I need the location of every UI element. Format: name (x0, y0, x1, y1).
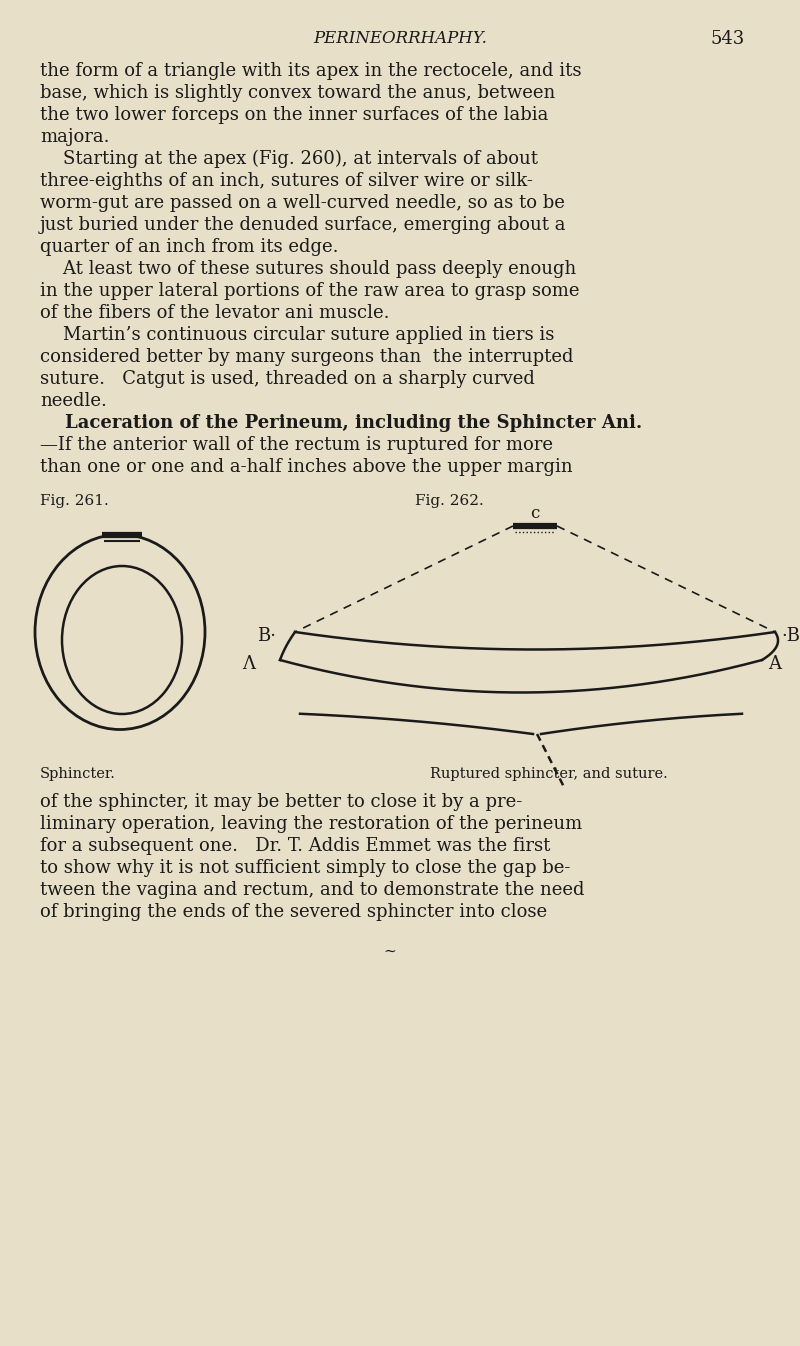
Text: B·: B· (257, 627, 276, 645)
Text: the form of a triangle with its apex in the rectocele, and its: the form of a triangle with its apex in … (40, 62, 582, 79)
Text: suture.   Catgut is used, threaded on a sharply curved: suture. Catgut is used, threaded on a sh… (40, 370, 535, 388)
Text: ∼: ∼ (384, 945, 396, 958)
Text: to show why it is not sufficient simply to close the gap be-: to show why it is not sufficient simply … (40, 859, 570, 878)
Text: the two lower forceps on the inner surfaces of the labia: the two lower forceps on the inner surfa… (40, 106, 548, 124)
Text: Fig. 261.: Fig. 261. (40, 494, 109, 507)
Text: Fig. 262.: Fig. 262. (415, 494, 484, 507)
Text: Λ: Λ (242, 656, 255, 673)
Text: Ruptured sphincter, and suture.: Ruptured sphincter, and suture. (430, 767, 668, 781)
Text: ·B: ·B (781, 627, 800, 645)
Text: c: c (530, 505, 540, 522)
Text: —If the anterior wall of the rectum is ruptured for more: —If the anterior wall of the rectum is r… (40, 436, 553, 454)
Text: liminary operation, leaving the restoration of the perineum: liminary operation, leaving the restorat… (40, 814, 582, 833)
Text: in the upper lateral portions of the raw area to grasp some: in the upper lateral portions of the raw… (40, 283, 579, 300)
Text: Sphincter.: Sphincter. (40, 767, 116, 781)
Text: Laceration of the Perineum, including the Sphincter Ani.: Laceration of the Perineum, including th… (40, 415, 642, 432)
Text: PERINEORRHAPHY.: PERINEORRHAPHY. (313, 30, 487, 47)
Text: of bringing the ends of the severed sphincter into close: of bringing the ends of the severed sphi… (40, 903, 547, 921)
Text: Starting at the apex (Fig. 260), at intervals of about: Starting at the apex (Fig. 260), at inte… (40, 149, 538, 168)
Text: majora.: majora. (40, 128, 110, 145)
Text: worm-gut are passed on a well-curved needle, so as to be: worm-gut are passed on a well-curved nee… (40, 194, 565, 213)
Text: of the fibers of the levator ani muscle.: of the fibers of the levator ani muscle. (40, 304, 390, 322)
Text: 543: 543 (710, 30, 744, 48)
Text: for a subsequent one.   Dr. T. Addis Emmet was the first: for a subsequent one. Dr. T. Addis Emmet… (40, 837, 550, 855)
Text: Martin’s continuous circular suture applied in tiers is: Martin’s continuous circular suture appl… (40, 326, 554, 345)
Text: three-eighths of an inch, sutures of silver wire or silk-: three-eighths of an inch, sutures of sil… (40, 172, 533, 190)
Text: just buried under the denuded surface, emerging about a: just buried under the denuded surface, e… (40, 215, 566, 234)
Text: At least two of these sutures should pass deeply enough: At least two of these sutures should pas… (40, 260, 576, 279)
Text: of the sphincter, it may be better to close it by a pre-: of the sphincter, it may be better to cl… (40, 793, 522, 812)
Text: tween the vagina and rectum, and to demonstrate the need: tween the vagina and rectum, and to demo… (40, 882, 585, 899)
Text: than one or one and a-half inches above the upper margin: than one or one and a-half inches above … (40, 458, 573, 476)
Text: A: A (768, 656, 781, 673)
Text: considered better by many surgeons than  the interrupted: considered better by many surgeons than … (40, 349, 574, 366)
Text: base, which is slightly convex toward the anus, between: base, which is slightly convex toward th… (40, 83, 555, 102)
Text: needle.: needle. (40, 392, 107, 411)
Text: quarter of an inch from its edge.: quarter of an inch from its edge. (40, 238, 338, 256)
